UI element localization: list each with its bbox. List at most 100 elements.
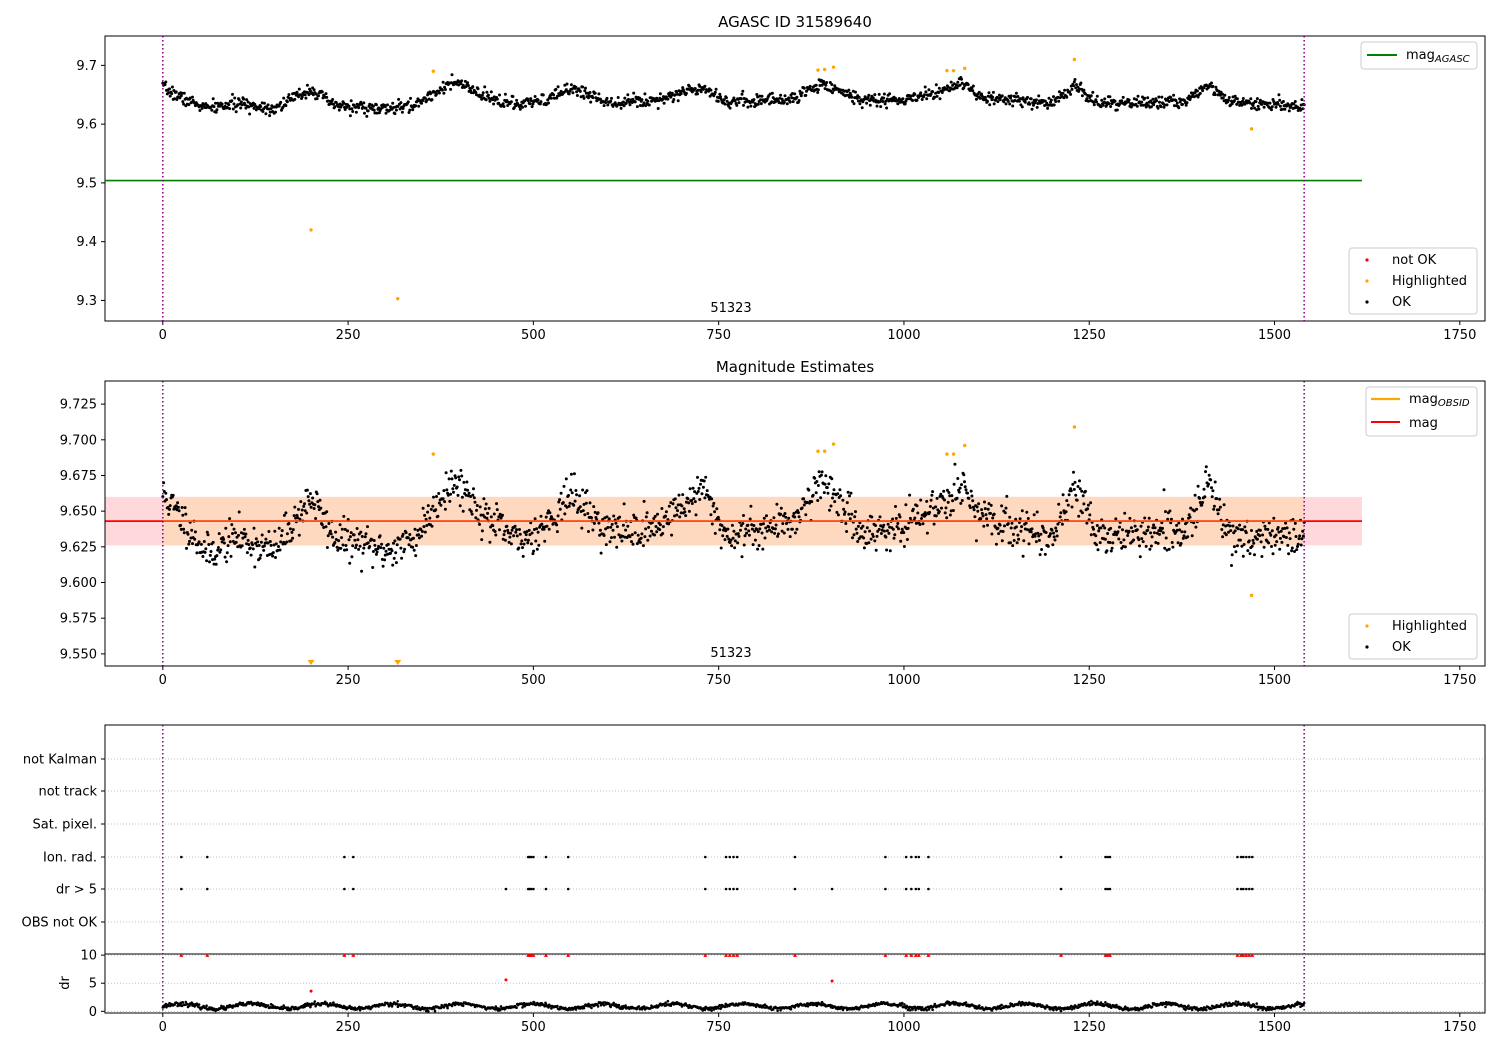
p1-ok-point: [723, 102, 727, 106]
p2-ok-point: [442, 489, 446, 493]
p2-ok-point: [305, 488, 309, 492]
p2-ok-point: [828, 508, 831, 512]
p1-ok-point: [407, 111, 411, 114]
p1-ok-point: [822, 79, 826, 83]
p2-ok-point: [1025, 510, 1029, 514]
p2-ok-point: [943, 511, 947, 515]
p1-ok-point: [1016, 95, 1020, 98]
p2-x-tick-label: 500: [521, 673, 546, 688]
p1-ok-point: [1054, 100, 1058, 103]
p1-ok-point: [1195, 89, 1199, 93]
p3-x-tick-label: 1000: [887, 1020, 920, 1035]
p2-ok-point: [863, 530, 867, 534]
dr-point: [1187, 1004, 1190, 1007]
p2-ok-point: [757, 544, 761, 547]
p2-ok-point: [344, 544, 348, 547]
p2-ok-point: [701, 485, 705, 489]
p2-ok-point: [295, 513, 299, 517]
p2-ok-point: [1221, 535, 1225, 539]
dr-point: [906, 1008, 910, 1012]
p1-ok-point: [739, 97, 743, 101]
p2-ok-point: [871, 532, 874, 536]
p2-ok-point: [534, 539, 538, 543]
p1-ok-point: [1048, 103, 1052, 107]
dr-point: [329, 1002, 332, 1005]
p2-ok-point: [687, 509, 691, 513]
p2-ok-point: [745, 531, 748, 535]
p1-ok-point: [986, 99, 989, 103]
p1-ok-point: [443, 88, 447, 91]
p2-ok-point: [1230, 553, 1234, 557]
p2-ok-point: [892, 536, 896, 540]
p2-ok-point: [1175, 528, 1179, 532]
p1-ok-point: [1028, 102, 1032, 106]
p2-ok-point: [1000, 504, 1004, 508]
p1-ok-point: [1156, 106, 1160, 110]
p1-ok-point: [495, 97, 499, 101]
p2-ok-point: [884, 535, 888, 539]
p1-ok-point: [933, 95, 937, 99]
p2-ok-point: [227, 535, 231, 539]
p1-ok-point: [1248, 101, 1252, 105]
p2-ok-point: [1177, 521, 1181, 525]
legend2-ok-marker: [1365, 645, 1369, 649]
p2-ok-point: [439, 503, 443, 507]
p1-ok-point: [931, 90, 935, 94]
p2-ok-point: [869, 537, 873, 541]
p1-y-tick-label: 9.7: [76, 59, 97, 74]
p2-ok-point: [1127, 529, 1131, 533]
p1-ok-point: [251, 104, 254, 107]
p2-ok-point: [650, 529, 653, 533]
p1-ok-point: [707, 89, 711, 93]
p2-ok-point: [610, 522, 614, 526]
p2-ok-point: [1284, 521, 1288, 525]
p2-ok-point: [459, 468, 463, 472]
dr-gt5-flag-point: [566, 887, 570, 891]
p2-ok-point: [572, 472, 576, 476]
p2-ok-point: [762, 516, 766, 520]
p2-ok-point: [1248, 552, 1252, 556]
p2-ok-point: [690, 502, 694, 505]
p2-ok-point: [661, 525, 665, 529]
p2-ok-point: [423, 513, 427, 517]
panel1-legend-top: magAGASC: [1360, 41, 1478, 70]
p1-ok-point: [530, 105, 534, 109]
dr-point: [642, 1005, 646, 1008]
p2-ok-point: [744, 527, 748, 531]
p2-ok-point: [1183, 530, 1187, 534]
p1-ok-point: [484, 98, 488, 102]
p2-ok-point: [755, 527, 759, 531]
p2-ok-point: [1166, 517, 1170, 521]
p2-highlighted-point: [951, 452, 956, 456]
p2-ok-point: [458, 504, 462, 508]
p1-ok-point: [693, 87, 697, 91]
p2-ok-point: [472, 496, 476, 500]
p2-ok-point: [669, 501, 673, 505]
p2-ok-point: [308, 502, 312, 506]
p2-ok-point: [1180, 530, 1184, 534]
p1-ok-point: [804, 93, 808, 97]
p2-ok-point: [502, 533, 506, 537]
p2-ok-point: [428, 516, 432, 520]
p2-ok-point: [591, 528, 595, 532]
p2-ok-point: [811, 493, 815, 497]
p2-ok-point: [853, 515, 857, 519]
p1-ok-point: [1158, 100, 1161, 104]
p1-ok-point: [1129, 105, 1133, 109]
p1-ok-point: [589, 100, 593, 104]
ion-rad-flag-point: [914, 855, 918, 859]
p1-ok-point: [401, 107, 405, 110]
p2-ok-point: [875, 534, 879, 538]
p2-ok-point: [386, 542, 390, 546]
dr-gt5-flag-point: [1104, 887, 1107, 891]
p1-ok-point: [200, 106, 204, 110]
p1-ok-point: [638, 104, 642, 107]
p1-ok-point: [657, 99, 661, 103]
p1-ok-point: [1089, 94, 1093, 98]
p2-ok-point: [1086, 503, 1090, 507]
p2-ok-point: [1054, 526, 1058, 530]
p2-ok-point: [696, 475, 699, 479]
dr-point: [718, 1003, 722, 1007]
p1-ok-point: [575, 94, 579, 97]
p2-ok-point: [585, 489, 589, 493]
